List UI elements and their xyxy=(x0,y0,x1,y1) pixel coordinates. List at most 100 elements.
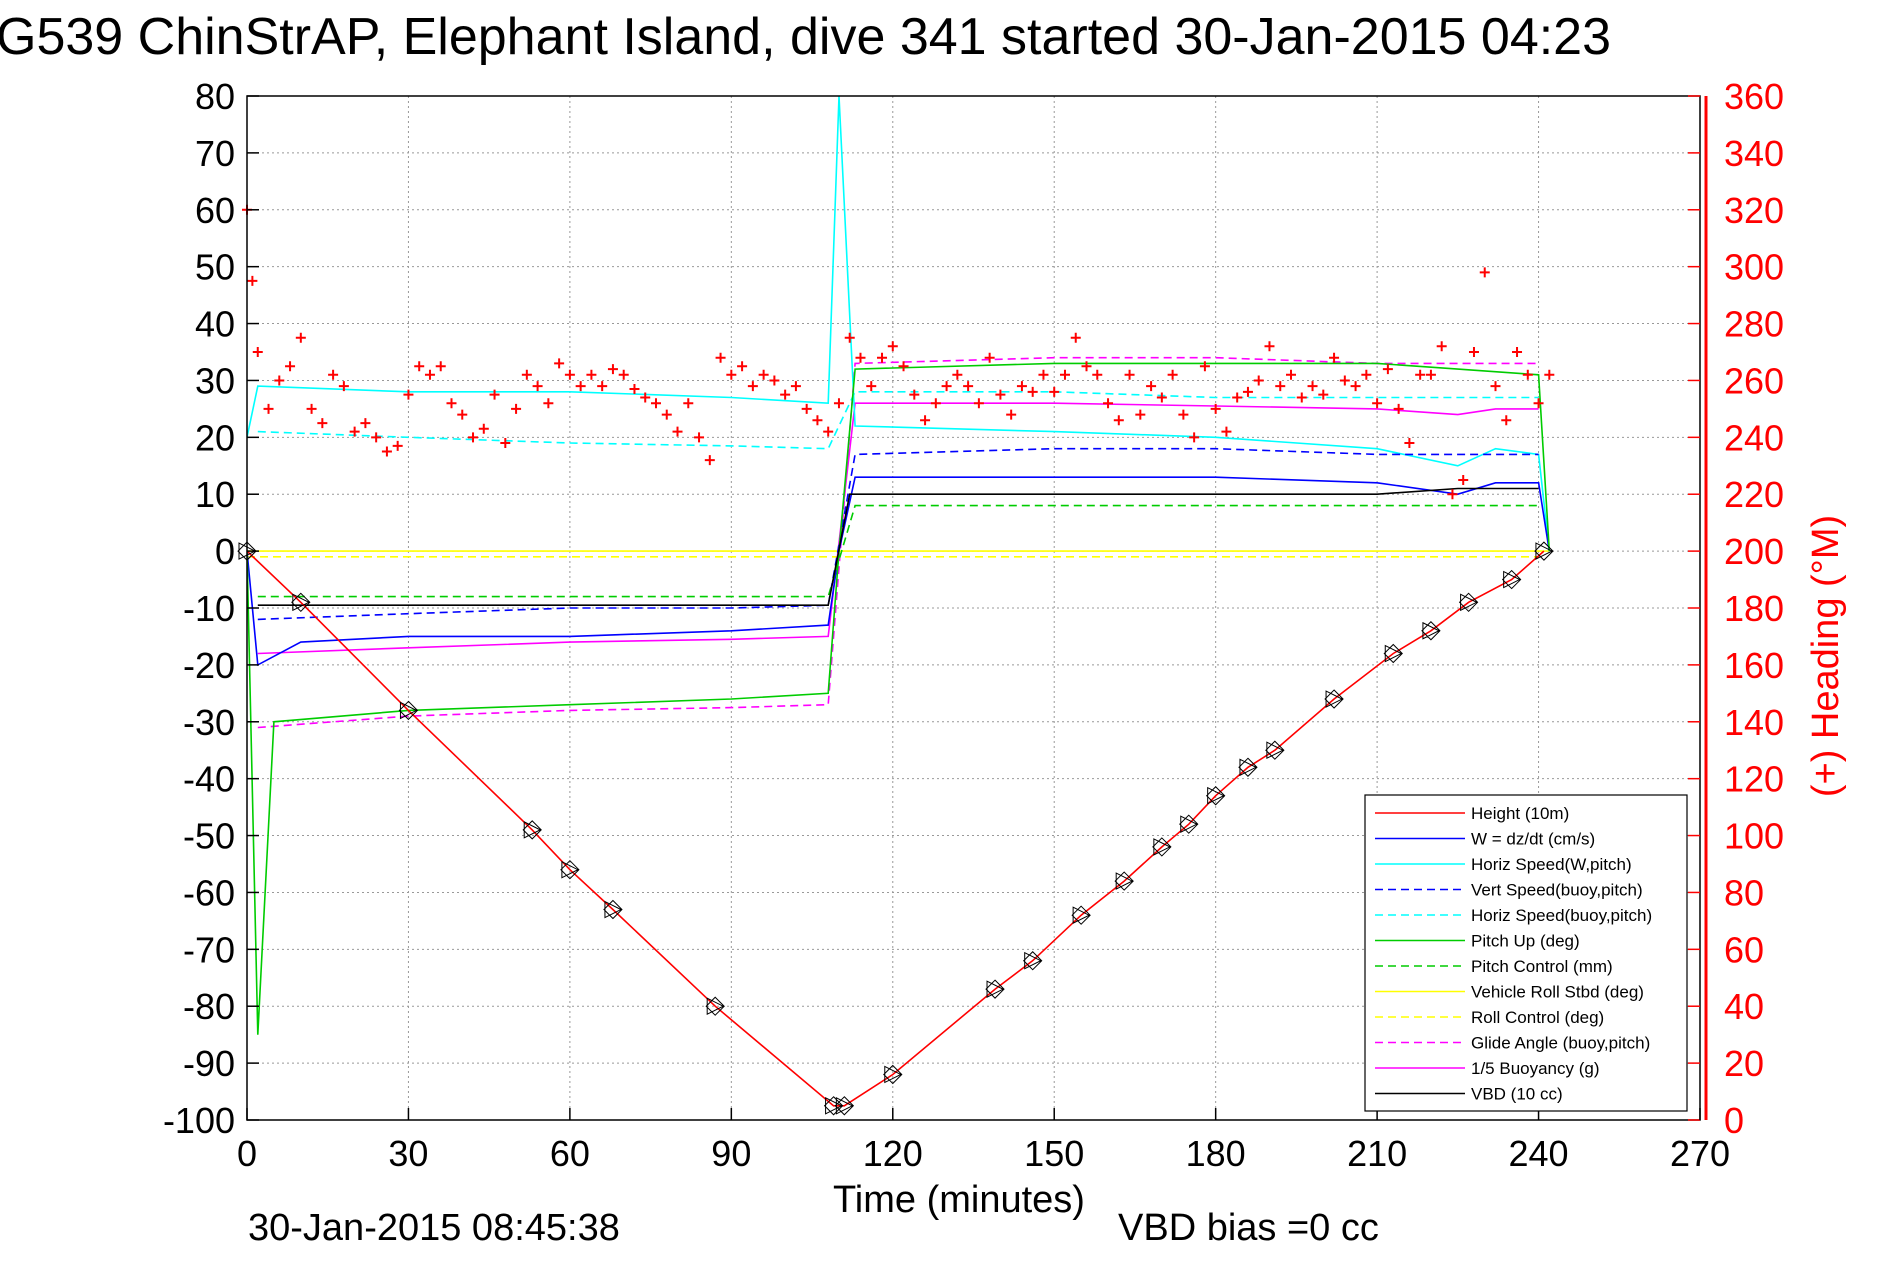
height-marker xyxy=(883,1064,903,1085)
height-marker xyxy=(1071,905,1091,925)
height-marker xyxy=(291,592,311,613)
heading-point xyxy=(1393,403,1404,414)
heading-point xyxy=(295,332,306,343)
heading-point xyxy=(973,398,984,409)
heading-point xyxy=(672,426,683,437)
heading-point xyxy=(780,389,791,400)
heading-point xyxy=(1533,398,1544,409)
heading-point xyxy=(866,381,877,392)
heading-point xyxy=(489,389,500,400)
y-right-tick-label: 60 xyxy=(1724,929,1764,970)
heading-point xyxy=(1544,369,1555,380)
heading-point xyxy=(1490,381,1501,392)
heading-point xyxy=(285,361,296,372)
heading-point xyxy=(1350,381,1361,392)
heading-point xyxy=(424,369,435,380)
chart-title: G539 ChinStrAP, Elephant Island, dive 34… xyxy=(0,8,1611,66)
height-marker xyxy=(560,859,580,880)
height-marker xyxy=(834,1096,855,1116)
heading-point xyxy=(446,398,457,409)
height-marker xyxy=(1421,621,1441,641)
heading-point xyxy=(478,423,489,434)
heading-point xyxy=(704,455,715,466)
y-right-tick-label: 100 xyxy=(1724,816,1784,857)
heading-point xyxy=(769,375,780,386)
y-right-tick-label: 200 xyxy=(1724,531,1784,572)
y-right-tick-label: 20 xyxy=(1724,1043,1764,1084)
heading-point xyxy=(554,358,565,369)
heading-point xyxy=(435,361,446,372)
y-right-tick-label: 360 xyxy=(1724,76,1784,117)
y-right-tick-label: 260 xyxy=(1724,360,1784,401)
heading-point xyxy=(263,403,274,414)
heading-point xyxy=(726,369,737,380)
legend-label: Pitch Control (mm) xyxy=(1471,957,1613,976)
heading-point xyxy=(715,352,726,363)
y-tick-label: 30 xyxy=(195,360,235,401)
legend-label: Vert Speed(buoy,pitch) xyxy=(1471,881,1643,900)
heading-point xyxy=(930,398,941,409)
heading-point xyxy=(500,438,511,449)
heading-point xyxy=(1210,403,1221,414)
heading-point xyxy=(650,398,661,409)
heading-point xyxy=(1318,389,1329,400)
x-tick-label: 210 xyxy=(1347,1133,1407,1174)
legend-label: Height (10m) xyxy=(1471,804,1569,823)
height-marker xyxy=(1383,643,1403,664)
x-tick-label: 180 xyxy=(1186,1133,1246,1174)
y-tick-label: 10 xyxy=(195,474,235,515)
x-axis-label: Time (minutes) xyxy=(833,1179,1085,1221)
heading-point xyxy=(1522,369,1533,380)
heading-point xyxy=(1264,341,1275,352)
legend-box xyxy=(1364,794,1688,1112)
y-right-tick-label: 280 xyxy=(1724,304,1784,345)
legend-label: 1/5 Buoyancy (g) xyxy=(1471,1059,1600,1078)
y-right-tick-label: 240 xyxy=(1724,417,1784,458)
heading-point xyxy=(532,381,543,392)
heading-point xyxy=(640,392,651,403)
x-tick-label: 150 xyxy=(1024,1133,1084,1174)
heading-point xyxy=(1049,386,1060,397)
heading-point xyxy=(414,361,425,372)
heading-point xyxy=(597,381,608,392)
heading-point xyxy=(457,409,468,420)
vbd-bias-footer: VBD bias =0 cc xyxy=(1118,1207,1379,1249)
height-marker xyxy=(1238,757,1258,777)
y-tick-label: -70 xyxy=(183,929,235,970)
series-line-horiz-speed-buoy-pitch xyxy=(257,390,1539,450)
heading-point xyxy=(758,369,769,380)
heading-point xyxy=(909,389,920,400)
y-tick-label: -20 xyxy=(183,645,235,686)
y-tick-label: -10 xyxy=(183,588,235,629)
y-right-tick-label: 220 xyxy=(1724,474,1784,515)
heading-point xyxy=(392,440,403,451)
height-marker xyxy=(522,820,542,840)
y-tick-label: 0 xyxy=(215,531,235,572)
y-tick-label: -50 xyxy=(183,816,235,857)
series-line-glide-angle-buoy-pitch xyxy=(257,356,1539,729)
heading-point xyxy=(747,381,758,392)
y-tick-label: -100 xyxy=(163,1100,235,1141)
heading-point xyxy=(349,426,360,437)
heading-point xyxy=(564,369,575,380)
heading-point xyxy=(1038,369,1049,380)
heading-point xyxy=(511,403,522,414)
x-tick-label: 120 xyxy=(863,1133,923,1174)
legend-label: Glide Angle (buoy,pitch) xyxy=(1471,1034,1650,1053)
height-marker xyxy=(398,700,419,721)
y-tick-label: 80 xyxy=(195,76,235,117)
heading-point xyxy=(1501,415,1512,426)
heading-point xyxy=(1135,409,1146,420)
heading-point xyxy=(1415,369,1426,380)
heading-point xyxy=(1027,386,1038,397)
heading-point xyxy=(607,364,618,375)
y-tick-label: -80 xyxy=(183,986,235,1027)
heading-point xyxy=(1221,426,1232,437)
heading-point xyxy=(1447,489,1458,500)
y-right-tick-label: 160 xyxy=(1724,645,1784,686)
y-tick-label: 70 xyxy=(195,133,235,174)
series-line-w-dz-dt-cm-s xyxy=(247,476,1551,667)
heading-point xyxy=(521,369,532,380)
height-marker xyxy=(1458,592,1479,613)
legend-label: Horiz Speed(buoy,pitch) xyxy=(1471,906,1652,925)
